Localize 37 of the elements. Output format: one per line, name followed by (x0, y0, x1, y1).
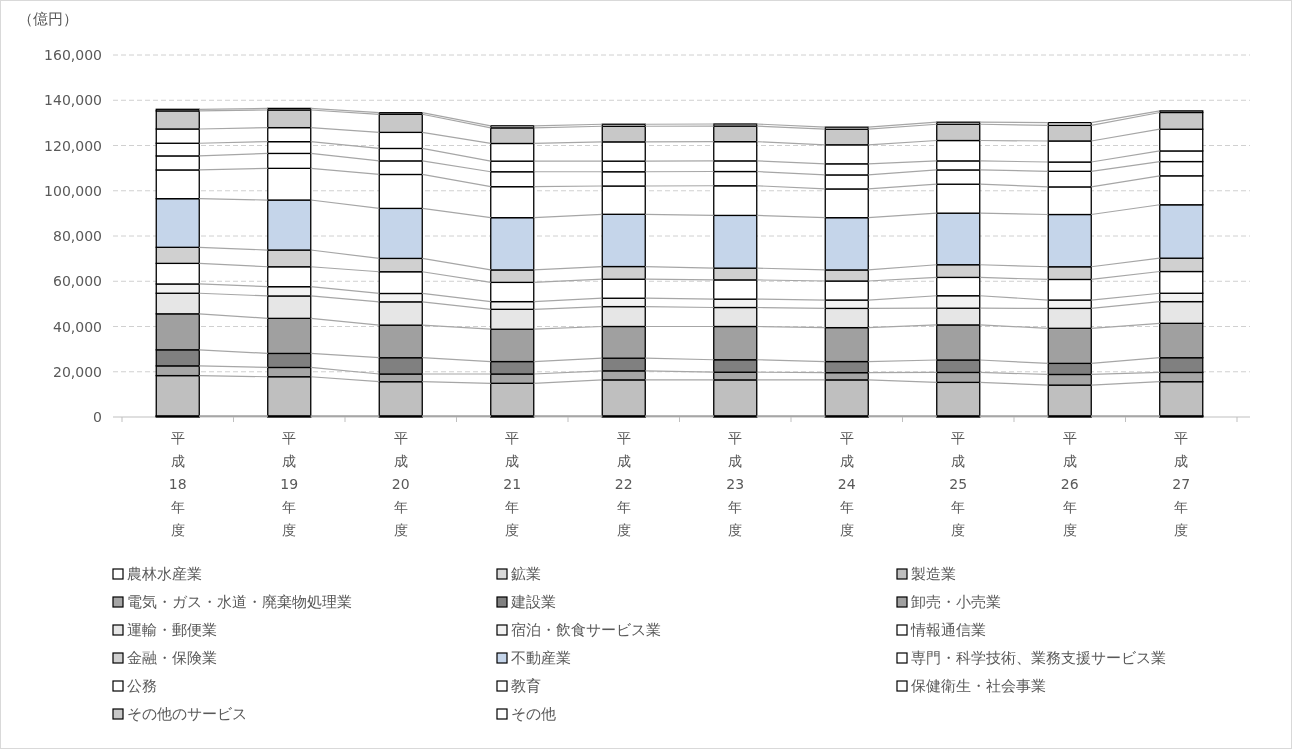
x-tick-label: 平成18年度 (168, 430, 187, 538)
y-tick-label: 120,000 (44, 137, 102, 154)
x-tick-label: 平成27年度 (1172, 430, 1191, 538)
legend-label: 鉱業 (511, 565, 541, 583)
legend-label: 公務 (127, 677, 157, 695)
legend-label: 卸売・小売業 (911, 593, 1001, 611)
legend-label: 建設業 (510, 593, 556, 611)
legend-label: 農林水産業 (127, 565, 202, 583)
y-tick-label: 40,000 (53, 318, 102, 335)
y-tick-label: 60,000 (53, 273, 102, 290)
x-tick-label: 平成26年度 (1060, 430, 1079, 538)
y-tick-label: 140,000 (44, 92, 102, 109)
x-tick-label: 平成21年度 (503, 430, 522, 538)
y-tick-label: 80,000 (53, 228, 102, 244)
legend-label: 製造業 (911, 565, 956, 583)
y-axis-title: （億円） (18, 10, 78, 28)
y-tick-label: 100,000 (44, 182, 102, 199)
legend-label: 宿泊・飲食サービス業 (511, 621, 661, 639)
legend-label: 保健衛生・社会事業 (911, 677, 1046, 695)
legend-label: 教育 (511, 677, 541, 695)
x-tick-label: 平成23年度 (726, 430, 745, 538)
x-tick-label: 平成22年度 (614, 430, 633, 538)
legend-label: 電気・ガス・水道・廃棄物処理業 (127, 593, 352, 611)
x-tick-label: 平成19年度 (280, 430, 299, 538)
legend-label: 不動産業 (511, 649, 571, 667)
legend-label: 情報通信業 (910, 621, 986, 639)
x-tick-label: 平成24年度 (837, 430, 856, 538)
y-tick-label: 0 (93, 409, 102, 425)
x-tick-label: 平成20年度 (391, 430, 410, 538)
y-tick-label: 20,000 (53, 363, 102, 380)
legend-label: 金融・保険業 (127, 649, 217, 667)
legend-label: その他 (511, 705, 556, 723)
y-tick-label: 160,000 (44, 47, 102, 63)
legend-label: その他のサービス (127, 705, 247, 723)
legend-label: 専門・科学技術、業務支援サービス業 (911, 649, 1166, 667)
x-tick-label: 平成25年度 (949, 430, 968, 538)
legend-label: 運輸・郵便業 (127, 621, 217, 639)
